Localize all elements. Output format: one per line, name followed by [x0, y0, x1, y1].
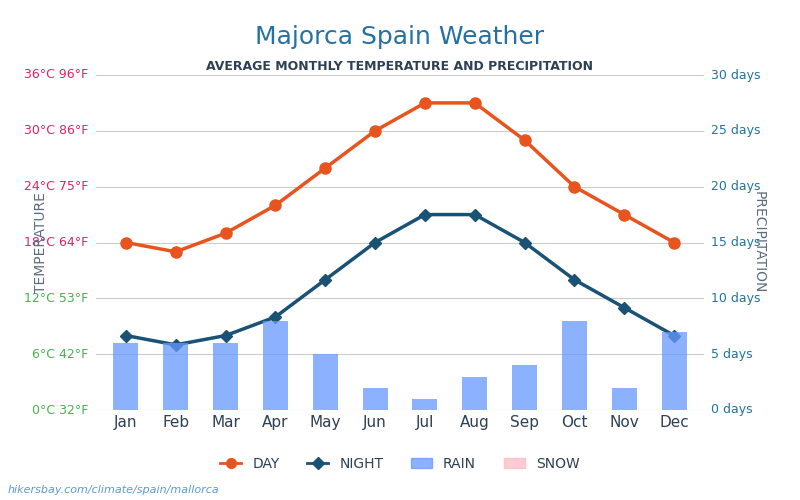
DAY — [270, 202, 280, 208]
Bar — [562, 320, 587, 410]
DAY — [570, 184, 579, 190]
Text: 12°C 53°F: 12°C 53°F — [24, 292, 89, 305]
Text: 18°C 64°F: 18°C 64°F — [24, 236, 89, 249]
Text: 5 days: 5 days — [711, 348, 753, 360]
Bar — [263, 320, 288, 410]
Text: 20 days: 20 days — [711, 180, 761, 193]
Text: PRECIPITATION: PRECIPITATION — [752, 192, 766, 294]
NIGHT — [270, 314, 280, 320]
DAY — [619, 212, 629, 218]
Bar — [662, 332, 686, 410]
DAY — [171, 249, 181, 255]
Line: NIGHT: NIGHT — [122, 210, 678, 349]
NIGHT — [221, 332, 230, 338]
DAY — [121, 240, 130, 246]
Text: 10 days: 10 days — [711, 292, 761, 305]
NIGHT — [321, 276, 330, 282]
Bar — [413, 399, 438, 410]
Text: 30 days: 30 days — [711, 68, 761, 82]
DAY — [370, 128, 380, 134]
DAY — [420, 100, 430, 106]
Text: 0°C 32°F: 0°C 32°F — [32, 404, 89, 416]
Bar — [362, 388, 387, 410]
NIGHT — [420, 212, 430, 218]
NIGHT — [121, 332, 130, 338]
Text: 24°C 75°F: 24°C 75°F — [24, 180, 89, 193]
NIGHT — [570, 276, 579, 282]
DAY — [670, 240, 679, 246]
Legend: DAY, NIGHT, RAIN, SNOW: DAY, NIGHT, RAIN, SNOW — [215, 452, 585, 477]
Line: DAY: DAY — [120, 98, 680, 258]
NIGHT — [171, 342, 181, 348]
Text: TEMPERATURE: TEMPERATURE — [34, 192, 48, 293]
Text: 25 days: 25 days — [711, 124, 761, 138]
Bar — [462, 376, 487, 410]
Bar — [512, 366, 537, 410]
NIGHT — [370, 240, 380, 246]
DAY — [520, 137, 530, 143]
Text: 36°C 96°F: 36°C 96°F — [24, 68, 89, 82]
Text: Majorca Spain Weather: Majorca Spain Weather — [255, 25, 545, 49]
Text: 0 days: 0 days — [711, 404, 753, 416]
NIGHT — [520, 240, 530, 246]
DAY — [470, 100, 479, 106]
Bar — [313, 354, 338, 410]
Bar — [213, 343, 238, 410]
DAY — [321, 165, 330, 171]
NIGHT — [470, 212, 479, 218]
Text: AVERAGE MONTHLY TEMPERATURE AND PRECIPITATION: AVERAGE MONTHLY TEMPERATURE AND PRECIPIT… — [206, 60, 594, 73]
NIGHT — [619, 304, 629, 310]
Bar — [612, 388, 637, 410]
Text: 6°C 42°F: 6°C 42°F — [32, 348, 89, 360]
Bar — [163, 343, 188, 410]
Text: 30°C 86°F: 30°C 86°F — [24, 124, 89, 138]
Text: 15 days: 15 days — [711, 236, 761, 249]
NIGHT — [670, 332, 679, 338]
Bar — [114, 343, 138, 410]
DAY — [221, 230, 230, 236]
Text: hikersbay.com/climate/spain/mallorca: hikersbay.com/climate/spain/mallorca — [8, 485, 220, 495]
